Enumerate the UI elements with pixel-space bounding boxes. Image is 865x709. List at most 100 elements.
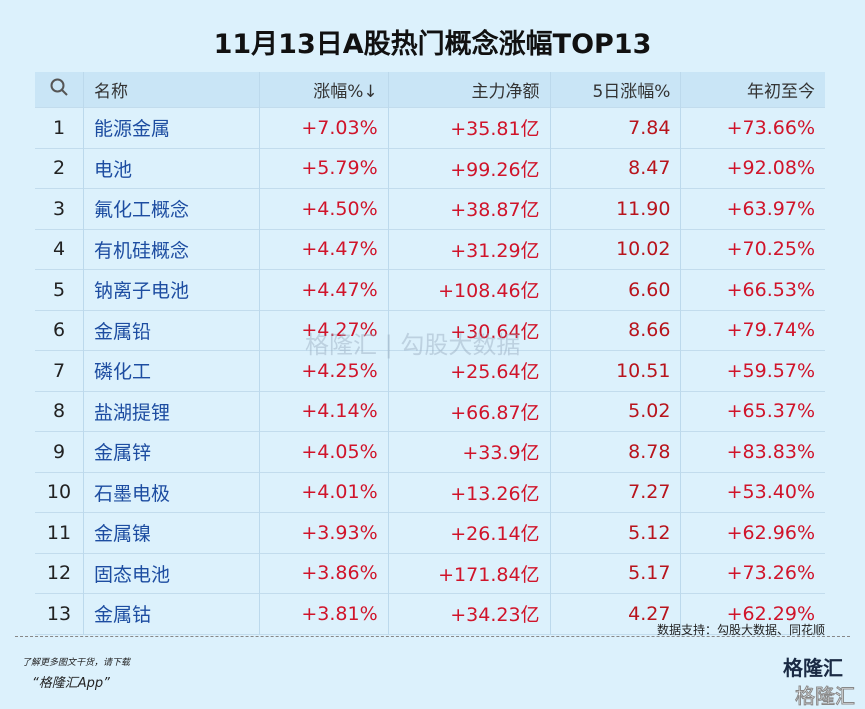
five-day-change: 5.12 <box>549 512 681 553</box>
watermark: 格隆汇 | 勾股大数据 <box>305 331 521 359</box>
net-inflow: +33.9亿 <box>387 431 551 472</box>
five-day-change: 7.27 <box>549 472 681 513</box>
logo-watermark: 格隆汇 <box>795 684 856 709</box>
table-row[interactable]: 12 固态电池 +3.86% +171.84亿 5.17 +73.26% <box>35 553 825 594</box>
row-index: 11 <box>46 521 72 544</box>
five-day-change: 10.51 <box>549 350 681 391</box>
table-row[interactable]: 10 石墨电极 +4.01% +13.26亿 7.27 +53.40% <box>35 472 825 513</box>
table-row[interactable]: 4 有机硅概念 +4.47% +31.29亿 10.02 +70.25% <box>35 229 825 270</box>
net-inflow: +35.81亿 <box>387 107 551 148</box>
col-net[interactable]: 主力净额 <box>387 72 551 108</box>
table-row[interactable]: 13 金属钴 +3.81% +34.23亿 4.27 +62.29% <box>35 593 825 634</box>
ytd-change: +63.97% <box>680 188 825 229</box>
col-ytd[interactable]: 年初至今 <box>680 72 825 108</box>
row-index: 4 <box>52 238 66 261</box>
concept-name: 金属铅 <box>83 310 260 351</box>
concept-name: 固态电池 <box>83 553 260 594</box>
net-inflow: +108.46亿 <box>387 269 551 310</box>
search-icon[interactable] <box>35 72 84 108</box>
net-inflow: +99.26亿 <box>387 148 551 189</box>
five-day-change: 4.27 <box>549 593 681 634</box>
ytd-change: +53.40% <box>680 472 825 513</box>
concept-name: 盐湖提锂 <box>83 391 260 432</box>
row-index: 1 <box>52 116 66 139</box>
five-day-change: 8.47 <box>549 148 681 189</box>
concept-name: 能源金属 <box>83 107 260 148</box>
table-row[interactable]: 9 金属锌 +4.05% +33.9亿 8.78 +83.83% <box>35 431 825 472</box>
ytd-change: +62.96% <box>680 512 825 553</box>
download-prompt: 了解更多图文干货，请下载 <box>22 658 131 668</box>
row-index: 10 <box>46 481 72 504</box>
col-change[interactable]: 涨幅%↓ <box>259 72 389 108</box>
ytd-change: +66.53% <box>680 269 825 310</box>
change-pct: +7.03% <box>259 107 389 148</box>
five-day-change: 6.60 <box>549 269 681 310</box>
app-name: “格隆汇App” <box>32 676 110 691</box>
data-source: 数据支持：勾股大数据、同花顺 <box>656 623 825 637</box>
five-day-change: 11.90 <box>549 188 681 229</box>
change-pct: +5.79% <box>259 148 389 189</box>
five-day-change: 7.84 <box>549 107 681 148</box>
col-5d[interactable]: 5日涨幅% <box>549 72 681 108</box>
table-row[interactable]: 11 金属镍 +3.93% +26.14亿 5.12 +62.96% <box>35 512 825 553</box>
row-index: 6 <box>52 319 66 342</box>
ytd-change: +73.26% <box>680 553 825 594</box>
concept-name: 金属镍 <box>83 512 260 553</box>
concept-table: 名称 涨幅%↓ 主力净额 5日涨幅% 年初至今 1 能源金属 +7.03% +35.8… <box>35 72 825 635</box>
change-pct: +3.86% <box>259 553 389 594</box>
row-index: 5 <box>52 278 66 301</box>
table-row[interactable]: 6 金属铅 +4.27% +30.64亿 8.66 +79.74% <box>35 310 825 351</box>
row-index: 8 <box>52 400 66 423</box>
concept-name: 钠离子电池 <box>83 269 260 310</box>
ytd-change: +59.57% <box>680 350 825 391</box>
ytd-change: +65.37% <box>680 391 825 432</box>
change-pct: +4.01% <box>259 472 389 513</box>
change-pct: +3.93% <box>259 512 389 553</box>
table-row[interactable]: 8 盐湖提锂 +4.14% +66.87亿 5.02 +65.37% <box>35 391 825 432</box>
net-inflow: +34.23亿 <box>387 593 551 634</box>
row-index: 2 <box>52 157 66 180</box>
ytd-change: +73.66% <box>680 107 825 148</box>
ytd-change: +70.25% <box>680 229 825 270</box>
change-pct: +4.25% <box>259 350 389 391</box>
row-index: 7 <box>52 359 66 382</box>
net-inflow: +66.87亿 <box>387 391 551 432</box>
table-row[interactable]: 1 能源金属 +7.03% +35.81亿 7.84 +73.66% <box>35 107 825 148</box>
five-day-change: 5.17 <box>549 553 681 594</box>
concept-name: 金属钴 <box>83 593 260 634</box>
net-inflow: +31.29亿 <box>387 229 551 270</box>
ytd-change: +92.08% <box>680 148 825 189</box>
net-inflow: +30.64亿 <box>387 310 551 351</box>
page-title: 11月13日A股热门概念涨幅TOP13 <box>213 29 652 60</box>
table-row[interactable]: 5 钠离子电池 +4.47% +108.46亿 6.60 +66.53% <box>35 269 825 310</box>
change-pct: +4.47% <box>259 229 389 270</box>
row-index: 9 <box>52 440 66 463</box>
ytd-change: +62.29% <box>680 593 825 634</box>
change-pct: +4.14% <box>259 391 389 432</box>
table-row[interactable]: 3 氟化工概念 +4.50% +38.87亿 11.90 +63.97% <box>35 188 825 229</box>
table-header: 名称 涨幅%↓ 主力净额 5日涨幅% 年初至今 <box>35 72 825 108</box>
five-day-change: 8.78 <box>549 431 681 472</box>
net-inflow: +38.87亿 <box>387 188 551 229</box>
ytd-change: +79.74% <box>680 310 825 351</box>
ytd-change: +83.83% <box>680 431 825 472</box>
concept-name: 氟化工概念 <box>83 188 260 229</box>
row-index: 12 <box>46 562 72 585</box>
concept-name: 电池 <box>83 148 260 189</box>
concept-name: 金属锌 <box>83 431 260 472</box>
table-row[interactable]: 2 电池 +5.79% +99.26亿 8.47 +92.08% <box>35 148 825 189</box>
five-day-change: 5.02 <box>549 391 681 432</box>
concept-name: 磷化工 <box>83 350 260 391</box>
col-name[interactable]: 名称 <box>83 72 260 108</box>
divider <box>15 636 850 637</box>
row-index: 3 <box>52 197 66 220</box>
change-pct: +3.81% <box>259 593 389 634</box>
change-pct: +4.47% <box>259 269 389 310</box>
table-row[interactable]: 7 磷化工 +4.25% +25.64亿 10.51 +59.57% <box>35 350 825 391</box>
concept-name: 石墨电极 <box>83 472 260 513</box>
concept-name: 有机硅概念 <box>83 229 260 270</box>
logo: 格隆汇 <box>783 656 843 680</box>
five-day-change: 10.02 <box>549 229 681 270</box>
net-inflow: +26.14亿 <box>387 512 551 553</box>
net-inflow: +171.84亿 <box>387 553 551 594</box>
